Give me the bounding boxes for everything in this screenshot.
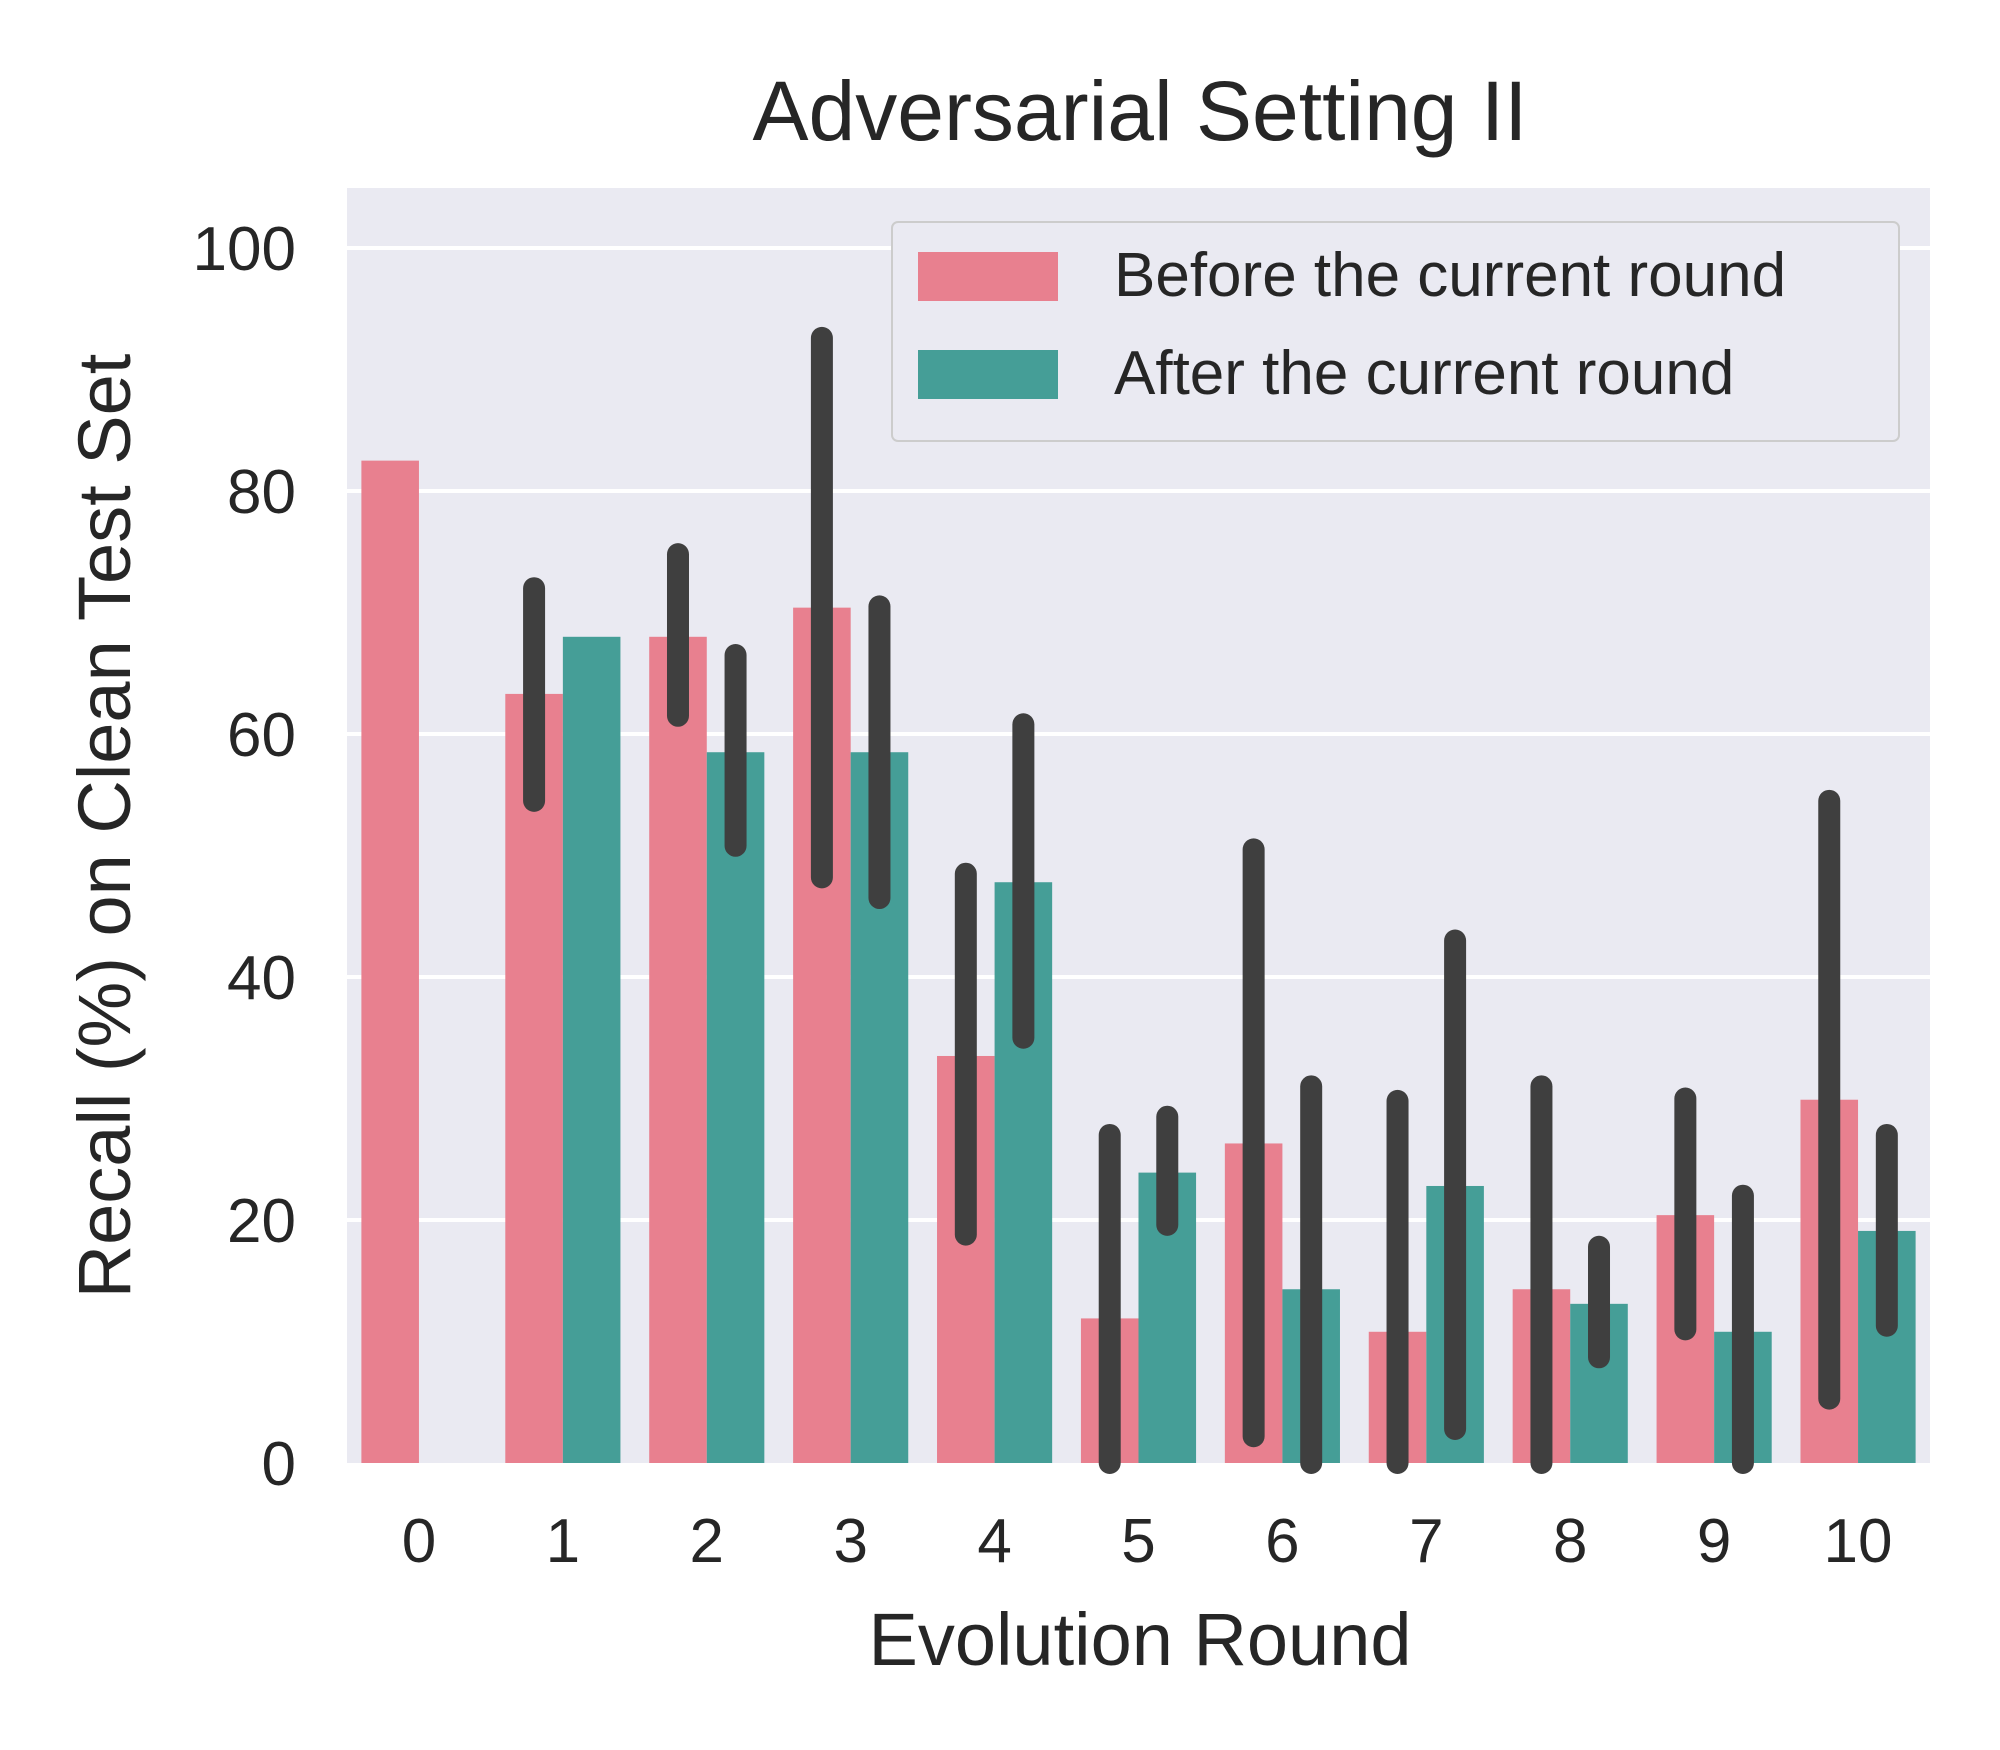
x-tick-label: 4 [977,1507,1011,1576]
y-tick-label: 0 [262,1430,296,1499]
x-tick-label: 6 [1265,1507,1299,1576]
y-tick-label: 60 [227,701,296,770]
bar-before-round-0 [361,460,419,1463]
y-tick-label: 20 [227,1187,296,1256]
x-tick-label: 10 [1824,1507,1893,1576]
y-tick-labels: 0 20 40 60 80 100 [193,215,296,1499]
legend-label-before: Before the current round [1114,241,1786,310]
x-tick-label: 9 [1697,1507,1731,1576]
x-tick-label: 2 [690,1507,724,1576]
legend: Before the current round After the curre… [891,221,1900,442]
legend-frame [891,221,1900,442]
x-tick-label: 7 [1409,1507,1443,1576]
legend-swatch-after [918,350,1058,399]
x-axis-label: Evolution Round [868,1598,1411,1681]
chart-title: Adversarial Setting II [752,64,1527,158]
bar-before-round-2 [649,636,707,1463]
y-tick-label: 40 [227,944,296,1013]
bar-after-round-1 [562,636,621,1463]
bar-after-round-2 [706,752,765,1463]
bar-before-round-1 [505,693,563,1463]
legend-swatch-before [918,252,1058,301]
x-tick-label: 3 [833,1507,867,1576]
x-tick-label: 5 [1121,1507,1155,1576]
x-tick-label: 0 [402,1507,436,1576]
y-tick-label: 100 [193,215,296,284]
legend-label-after: After the current round [1114,339,1734,408]
y-tick-label: 80 [227,458,296,527]
x-tick-label: 1 [546,1507,580,1576]
y-axis-label: Recall (%) on Clean Test Set [63,353,146,1298]
x-tick-label: 8 [1553,1507,1587,1576]
x-tick-labels: 0 1 2 3 4 5 6 7 8 9 10 [402,1507,1893,1576]
error-bars [523,326,1898,1474]
